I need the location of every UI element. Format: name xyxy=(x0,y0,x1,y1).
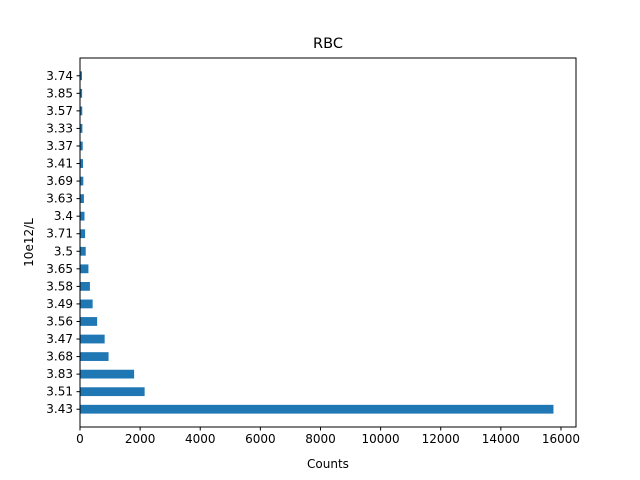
chart-title: RBC xyxy=(313,36,343,52)
x-tick-label: 2000 xyxy=(125,432,156,446)
x-tick-label: 10000 xyxy=(362,432,400,446)
y-tick-label: 3.57 xyxy=(46,104,73,118)
bar-3.33 xyxy=(80,124,83,133)
bar-3.56 xyxy=(80,317,98,326)
x-tick-label: 14000 xyxy=(482,432,520,446)
bar-3.49 xyxy=(80,299,93,309)
y-tick-label: 3.65 xyxy=(46,262,73,276)
y-tick-label: 3.83 xyxy=(46,367,73,381)
x-axis-ticks: 0 2000 4000 6000 8000 10000 12000 14000 16000 xyxy=(76,427,580,446)
x-tick-label: 0 xyxy=(76,432,84,446)
x-tick-label: 4000 xyxy=(185,432,216,446)
y-tick-label: 3.37 xyxy=(46,139,73,153)
bar-3.58 xyxy=(80,281,90,291)
x-tick-label: 16000 xyxy=(542,432,580,446)
y-tick-label: 3.58 xyxy=(46,279,73,293)
y-tick-label: 3.51 xyxy=(46,385,73,399)
bar-3.74 xyxy=(80,71,82,81)
bar-3.71 xyxy=(80,229,86,239)
bars-group xyxy=(80,71,554,414)
bar-3.63 xyxy=(80,194,84,204)
bar-3.41 xyxy=(80,159,84,168)
y-tick-label: 3.85 xyxy=(46,86,73,100)
y-tick-label: 3.5 xyxy=(54,244,73,258)
bar-3.4 xyxy=(80,211,85,221)
y-tick-label: 3.74 xyxy=(46,69,73,83)
bar-3.69 xyxy=(80,176,84,186)
y-tick-label: 3.49 xyxy=(46,297,73,311)
y-tick-label: 3.69 xyxy=(46,174,73,188)
bar-3.43 xyxy=(80,404,554,414)
y-tick-label: 3.63 xyxy=(46,192,73,206)
bar-3.37 xyxy=(80,141,83,151)
x-tick-label: 6000 xyxy=(245,432,276,446)
bar-3.68 xyxy=(80,352,109,361)
bar-3.5 xyxy=(80,246,86,256)
y-tick-label: 3.71 xyxy=(46,227,73,241)
bar-3.85 xyxy=(80,88,83,98)
y-axis-label: 10e12/L xyxy=(22,218,36,267)
y-tick-label: 3.33 xyxy=(46,121,73,135)
x-axis-label: Counts xyxy=(307,457,349,471)
plot-frame xyxy=(79,57,577,428)
y-axis-ticks: 3.43 3.51 3.83 3.68 3.47 3.56 3.49 3.58 3.65 3.5 3… xyxy=(46,69,80,416)
bar-3.83 xyxy=(80,369,135,379)
bar-3.51 xyxy=(80,387,145,397)
y-tick-label: 3.56 xyxy=(46,314,73,328)
x-tick-label: 12000 xyxy=(422,432,460,446)
y-tick-label: 3.43 xyxy=(46,402,73,416)
bar-3.47 xyxy=(80,334,105,344)
bar-3.65 xyxy=(80,264,89,274)
y-tick-label: 3.68 xyxy=(46,350,73,364)
y-tick-label: 3.47 xyxy=(46,332,73,346)
x-tick-label: 8000 xyxy=(305,432,336,446)
bar-3.57 xyxy=(80,106,83,116)
y-tick-label: 3.4 xyxy=(54,209,73,223)
y-tick-label: 3.41 xyxy=(46,157,73,171)
